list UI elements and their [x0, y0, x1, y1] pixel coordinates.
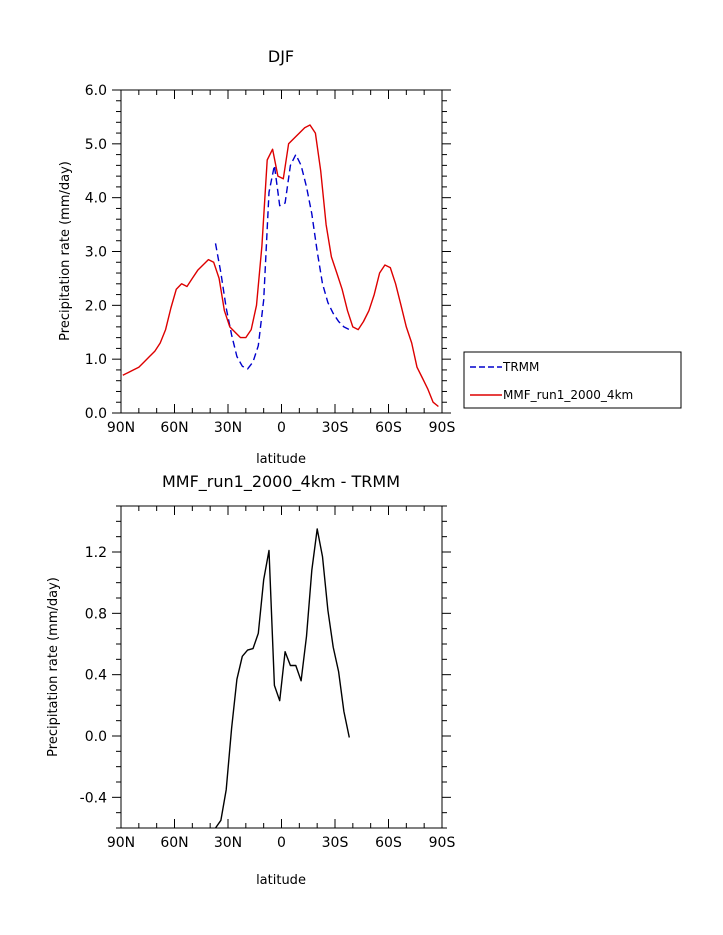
- bottom-x-tick-labels: 90N 60N 30N 0 30S 60S 90S: [107, 835, 456, 851]
- bottom-x-tick-label: 60S: [375, 835, 402, 851]
- bottom-x-tick-label: 30N: [214, 835, 242, 851]
- legend-box: [463, 351, 682, 409]
- top-x-tick-label: 90N: [107, 420, 135, 436]
- top-y-tick-label: 1.0: [85, 352, 107, 368]
- top-x-tick-label: 0: [277, 420, 286, 436]
- bottom-x-tick-label: 60N: [160, 835, 188, 851]
- bottom-chart-title: MMF_run1_2000_4km - TRMM: [162, 472, 400, 492]
- top-x-tick-labels: 90N 60N 30N 0 30S 60S 90S: [107, 420, 456, 436]
- top-y-tick-label: 4.0: [85, 191, 107, 207]
- top-y-tick-label: 5.0: [85, 137, 107, 153]
- top-x-axis-label: latitude: [256, 452, 306, 467]
- top-chart-title: DJF: [268, 47, 294, 66]
- top-y-tick-label: 6.0: [85, 83, 107, 99]
- legend-trmm-label: TRMM: [502, 360, 539, 374]
- top-x-tick-label: 30N: [214, 420, 242, 436]
- top-series-line-trmm: [214, 153, 350, 370]
- top-x-tick-label: 30S: [322, 420, 349, 436]
- bottom-x-tick-label: 0: [277, 835, 286, 851]
- bottom-x-tick-label: 90S: [429, 835, 456, 851]
- top-x-tick-label: 60N: [160, 420, 188, 436]
- legend-mmf-label: MMF_run1_2000_4km: [503, 388, 633, 402]
- bottom-axis-ticks: [112, 505, 451, 829]
- bottom-y-tick-label: 0.8: [85, 606, 107, 622]
- bottom-y-tick-label: -0.4: [80, 790, 107, 806]
- bottom-y-tick-labels: -0.4 0.0 0.4 0.8 1.2: [80, 545, 107, 806]
- bottom-y-tick-label: 0.4: [85, 668, 107, 684]
- top-axis-ticks: [112, 89, 451, 414]
- top-series-group: [122, 124, 439, 408]
- bottom-plot-frame: [120, 505, 443, 829]
- bottom-x-axis-label: latitude: [256, 873, 306, 888]
- top-x-tick-label: 90S: [429, 420, 456, 436]
- legend: TRMM MMF_run1_2000_4km: [463, 351, 682, 409]
- difference-panel: MMF_run1_2000_4km - TRMM 90N 60N 30N 0 30S 60…: [46, 472, 455, 888]
- top-x-tick-label: 60S: [375, 420, 402, 436]
- top-series-line-mmf-run1-2000-4km: [122, 124, 439, 408]
- bottom-y-tick-label: 0.0: [85, 729, 107, 745]
- top-y-tick-label: 3.0: [85, 245, 107, 261]
- bottom-series-group: [214, 528, 350, 829]
- bottom-x-tick-label: 90N: [107, 835, 135, 851]
- bottom-x-tick-label: 30S: [322, 835, 349, 851]
- top-y-tick-labels: 0.0 1.0 2.0 3.0 4.0 5.0 6.0: [85, 83, 107, 422]
- top-y-tick-label: 0.0: [85, 406, 107, 422]
- bottom-y-axis-label: Precipitation rate (mm/day): [46, 577, 61, 757]
- bottom-y-tick-label: 1.2: [85, 545, 107, 561]
- djf-panel: DJF 90N 60N 30N 0 30S 60S 90S 0.0 1.0 2.0 3.0 4.0 5…: [58, 47, 455, 467]
- top-y-tick-label: 2.0: [85, 298, 107, 314]
- top-y-axis-label: Precipitation rate (mm/day): [58, 161, 73, 341]
- bottom-series-line-0: [214, 528, 350, 829]
- top-plot-frame: [120, 89, 443, 414]
